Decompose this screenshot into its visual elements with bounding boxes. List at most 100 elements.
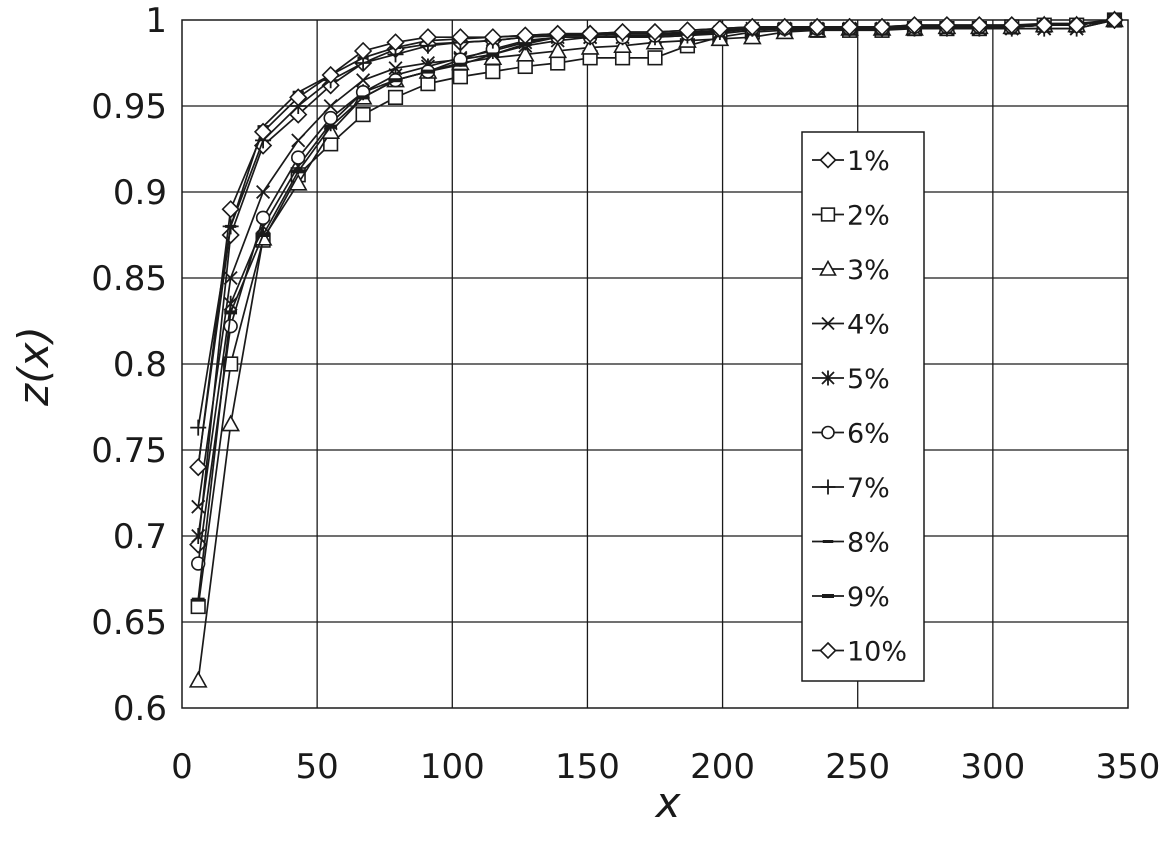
x-tick-label: 300	[960, 747, 1025, 787]
series-lines	[188, 10, 1124, 688]
data-point	[613, 22, 632, 42]
data-point	[819, 641, 837, 660]
legend-entry: 8%	[812, 528, 890, 559]
legend-entry: 9%	[812, 582, 890, 613]
y-tick-label: 0.7	[113, 517, 167, 557]
x-tick-label: 250	[825, 747, 890, 787]
y-tick-label: 0.85	[91, 259, 167, 299]
data-point	[548, 41, 568, 59]
data-point	[548, 24, 567, 43]
data-point	[647, 50, 663, 66]
data-point	[221, 414, 241, 432]
data-point	[872, 17, 892, 37]
y-axis-title: z(x)	[9, 326, 58, 407]
data-point	[710, 19, 729, 38]
x-tick-label: 0	[171, 747, 193, 787]
x-tick-label: 50	[296, 747, 339, 787]
legend-entry: 3%	[812, 255, 890, 286]
x-tick-label: 200	[690, 747, 755, 787]
data-point	[516, 26, 535, 45]
data-point	[905, 16, 924, 35]
data-point	[223, 318, 238, 334]
y-tick-label: 0.65	[91, 603, 167, 643]
data-point	[614, 50, 631, 66]
data-point	[323, 98, 338, 114]
legend-label: 7%	[847, 473, 890, 504]
y-tick-label: 0.8	[113, 345, 167, 385]
data-point	[323, 110, 338, 126]
data-point	[820, 207, 836, 222]
legend-box	[801, 131, 925, 682]
x-axis-title: x	[654, 778, 682, 827]
data-point	[515, 44, 535, 62]
data-point	[678, 21, 697, 40]
data-point	[517, 58, 533, 75]
legend-entry: 1%	[812, 146, 890, 177]
data-point	[255, 210, 271, 226]
data-point	[355, 107, 371, 123]
tick-labels: 0 50 100 150 200 250 300 350 0.6 0.65 0.7 0.75 0.8 0.…	[91, 1, 1160, 787]
data-point	[808, 17, 827, 37]
data-point	[189, 458, 208, 477]
legend-entry: 2%	[812, 201, 890, 232]
data-point	[356, 73, 371, 88]
data-point	[321, 65, 340, 85]
legend-label: 4%	[847, 310, 890, 341]
legend-label: 2%	[847, 201, 890, 232]
legend-label: 6%	[847, 419, 890, 450]
data-point	[819, 151, 837, 169]
data-point	[645, 22, 665, 42]
data-point	[188, 670, 208, 688]
data-point	[223, 356, 239, 372]
y-tick-label: 0.75	[91, 431, 167, 471]
legend-entry: 10%	[812, 637, 907, 668]
data-point	[821, 425, 835, 440]
data-point	[580, 37, 600, 55]
legend-label: 10%	[847, 637, 907, 668]
data-point	[821, 370, 835, 386]
data-point	[581, 24, 600, 43]
data-point	[221, 200, 240, 219]
data-point	[937, 16, 957, 35]
data-point	[840, 17, 859, 37]
data-point	[452, 69, 468, 85]
data-point	[821, 316, 835, 331]
data-point	[418, 28, 438, 47]
data-point	[483, 28, 502, 47]
data-point	[775, 17, 794, 37]
data-point	[819, 259, 837, 276]
axis-titles: x z(x)	[9, 326, 682, 827]
y-tick-label: 0.9	[113, 173, 167, 213]
legend-label: 3%	[847, 255, 890, 286]
data-point	[550, 55, 566, 71]
y-tick-label: 0.95	[91, 87, 167, 127]
data-point	[1067, 16, 1086, 35]
data-point	[1105, 10, 1124, 30]
series-10pct	[189, 10, 1124, 477]
data-point	[291, 150, 306, 165]
data-point	[223, 270, 238, 286]
data-point	[387, 89, 404, 105]
data-point	[1002, 16, 1021, 35]
data-point	[485, 64, 501, 80]
y-tick-label: 0.6	[113, 689, 167, 729]
data-point	[970, 16, 989, 35]
data-point	[288, 173, 308, 191]
data-point	[386, 33, 405, 52]
legend-label: 5%	[847, 364, 890, 395]
x-tick-label: 350	[1096, 747, 1161, 787]
legend-label: 1%	[847, 146, 890, 177]
legend: 1% 2% 3% 4% 5% 6% 7% 8% 9% 10%	[801, 131, 925, 682]
data-point	[353, 41, 373, 61]
data-point	[256, 184, 271, 200]
data-point	[190, 598, 206, 615]
legend-entry: 6%	[812, 419, 890, 450]
data-point	[820, 479, 836, 495]
data-point	[253, 122, 273, 141]
legend-entry: 4%	[812, 310, 890, 341]
data-point	[743, 17, 762, 37]
x-tick-label: 100	[420, 747, 485, 787]
data-point	[291, 133, 306, 148]
y-tick-label: 1	[145, 1, 167, 41]
